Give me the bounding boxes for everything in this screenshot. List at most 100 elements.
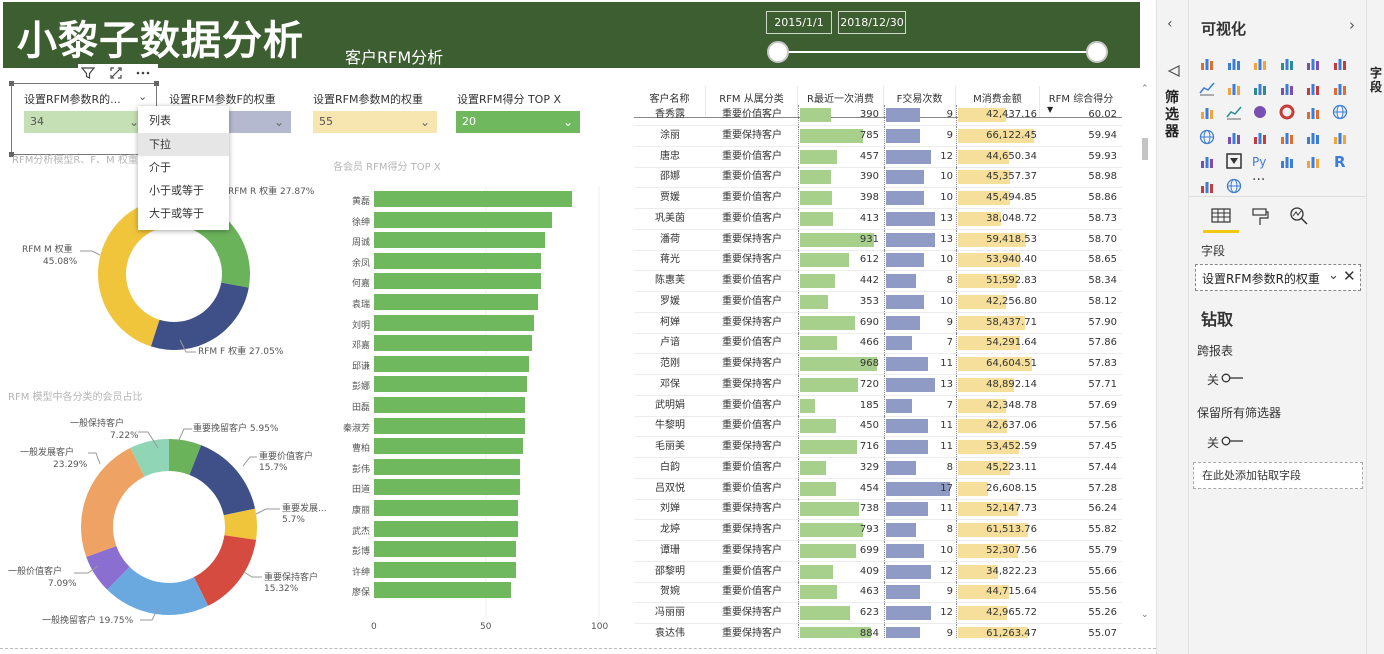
card-visual-icon[interactable]: [1305, 129, 1321, 145]
funnel-visual-icon[interactable]: [1252, 129, 1268, 145]
column-header-category[interactable]: RFM 从属分类: [706, 86, 798, 118]
table-row[interactable]: 邵黎明 重要价值客户 409 12 34,822.23 55.66: [634, 561, 1122, 583]
segment-donut-chart[interactable]: [80, 438, 258, 616]
fields-pane-collapsed[interactable]: 字段: [1366, 0, 1384, 654]
bar-11[interactable]: [374, 397, 525, 413]
clustered-column-visual-icon[interactable]: [1279, 55, 1295, 71]
donut-visual-icon[interactable]: [1279, 104, 1295, 120]
more-visuals-dots[interactable]: ···: [1252, 172, 1266, 188]
table-row[interactable]: 陈惠芙 重要价值客户 442 8 51,592.83 58.34: [634, 271, 1122, 292]
scrollbar-thumb[interactable]: [1142, 138, 1148, 160]
multi-card-visual-icon[interactable]: [1332, 129, 1348, 145]
table-row[interactable]: 涂丽 重要保持客户 785 9 66,122.45 59.94: [634, 125, 1122, 147]
slicer-m-select[interactable]: 55 ⌄: [313, 111, 437, 133]
bar-5[interactable]: [374, 273, 541, 290]
focus-mode-icon[interactable]: [109, 66, 123, 80]
column-header-frequency[interactable]: F交易次数: [884, 86, 956, 118]
python-visual-icon[interactable]: Py: [1252, 153, 1268, 169]
keep-filters-toggle[interactable]: [1221, 436, 1243, 446]
date-range-end-handle[interactable]: [1086, 41, 1108, 63]
table-row[interactable]: 龙婷 重要保持客户 793 8 61,513.76 55.82: [634, 520, 1122, 541]
bar-15[interactable]: [374, 479, 521, 496]
filled-map-visual-icon[interactable]: [1199, 129, 1215, 145]
date-start-input[interactable]: 2015/1/1: [766, 11, 832, 34]
bar-17[interactable]: [374, 520, 518, 537]
menu-item-between[interactable]: 介于: [149, 161, 171, 174]
bar-4[interactable]: [374, 252, 541, 269]
donut-slice-5[interactable]: [107, 566, 209, 615]
line-clustered-visual-icon[interactable]: [1305, 80, 1321, 96]
bar-8[interactable]: [374, 335, 532, 352]
ribbon-visual-icon[interactable]: [1332, 80, 1348, 96]
arcgis-visual-icon[interactable]: [1226, 178, 1242, 194]
scroll-down-icon[interactable]: ⌄: [1141, 610, 1149, 620]
table-row[interactable]: 牛黎明 重要价值客户 450 11 42,637.06 57.56: [634, 416, 1122, 438]
map-visual-icon[interactable]: [1332, 104, 1348, 120]
kpi-visual-icon[interactable]: [1199, 153, 1215, 169]
cross-report-toggle[interactable]: [1221, 373, 1243, 383]
fields-tab-icon[interactable]: [1211, 207, 1231, 225]
table-scrollbar[interactable]: ⌃ ⌄: [1140, 84, 1150, 630]
scatter-visual-icon[interactable]: [1225, 104, 1242, 120]
line-column-visual-icon[interactable]: [1279, 80, 1295, 96]
table-row[interactable]: 潘荷 重要保持客户 931 13 59,418.53 58.70: [634, 229, 1122, 251]
bar-6[interactable]: [374, 294, 539, 310]
date-end-input[interactable]: 2018/12/30: [838, 11, 906, 34]
slicer-visual-icon[interactable]: [1225, 153, 1242, 169]
bar-10[interactable]: [374, 376, 527, 393]
100-column-visual-icon[interactable]: [1332, 55, 1348, 71]
donut-slice-3[interactable]: [223, 508, 257, 540]
line-visual-icon[interactable]: [1199, 80, 1215, 96]
bar-13[interactable]: [374, 438, 523, 455]
column-header-recency[interactable]: R最近一次消费: [798, 86, 884, 118]
area-visual-icon[interactable]: [1226, 80, 1242, 96]
column-header-score[interactable]: RFM 综合得分: [1048, 94, 1114, 105]
chevron-left-icon[interactable]: ‹: [1167, 16, 1173, 32]
table-row[interactable]: 贺婉 重要价值客户 463 9 44,715.64 55.56: [634, 582, 1122, 604]
waterfall-visual-icon[interactable]: [1199, 104, 1215, 120]
100-bar-visual-icon[interactable]: [1305, 55, 1321, 71]
bar-18[interactable]: [374, 541, 516, 558]
table-row[interactable]: 刘婵 重要保持客户 738 11 52,147.73 56.24: [634, 499, 1122, 521]
donut-slice-1[interactable]: [169, 439, 202, 475]
slicer-r-select[interactable]: 34 ⌄: [24, 111, 146, 133]
menu-item-greater-or-equal[interactable]: 大于或等于: [149, 207, 204, 220]
donut-slice-8[interactable]: [130, 439, 169, 477]
table-row[interactable]: 范刚 重要保持客户 968 11 64,604.51 57.83: [634, 354, 1122, 375]
bar-2[interactable]: [374, 211, 552, 228]
slicer-topx-select[interactable]: 20 ⌄: [456, 111, 580, 133]
bar-16[interactable]: [374, 500, 518, 516]
analytics-magnifier-icon[interactable]: [1289, 206, 1309, 226]
table-row[interactable]: 邵娜 重要价值客户 390 10 45,357.37 58.98: [634, 167, 1122, 189]
matrix-visual-icon[interactable]: [1305, 153, 1321, 169]
table-row[interactable]: 贾媛 重要价值客户 398 10 45,494.85 58.86: [634, 188, 1122, 209]
chevron-down-icon[interactable]: ⌄: [1328, 268, 1339, 283]
bar-20[interactable]: [374, 582, 512, 599]
donut-slice-2[interactable]: [150, 282, 249, 350]
donut-slice-4[interactable]: [193, 535, 257, 606]
column-header-name[interactable]: 客户名称: [634, 86, 706, 118]
donut-slice-3[interactable]: [97, 198, 174, 347]
table-row[interactable]: 白韵 重要价值客户 329 8 45,223.11 57.44: [634, 457, 1122, 479]
table-row[interactable]: 冯丽丽 重要保持客户 623 12 42,965.72 55.26: [634, 603, 1122, 624]
bar-19[interactable]: [374, 561, 516, 578]
column-header-monetary[interactable]: M消费金额: [956, 86, 1040, 118]
table-row[interactable]: 袁达伟 重要保持客户 884 9 61,263.47 55.07: [634, 623, 1122, 638]
drillthrough-drop-zone[interactable]: 在此处添加钻取字段: [1193, 462, 1363, 489]
table-row[interactable]: 谭珊 重要保持客户 699 10 52,307.56 55.79: [634, 540, 1122, 562]
bar-7[interactable]: [374, 314, 534, 331]
table-visual-icon[interactable]: [1279, 153, 1295, 169]
shape-map-visual-icon[interactable]: [1226, 129, 1242, 145]
donut-slice-6[interactable]: [86, 545, 130, 590]
r-script-visual-icon[interactable]: R: [1332, 153, 1348, 169]
clustered-bar-visual-icon[interactable]: [1252, 55, 1268, 71]
table-row[interactable]: 唐忠 重要价值客户 457 12 44,650.34 59.93: [634, 146, 1122, 168]
filter-icon[interactable]: [81, 66, 95, 80]
filters-pane-collapsed[interactable]: ‹ 筛选器: [1156, 0, 1188, 654]
bar-3[interactable]: [374, 232, 545, 249]
slicer-f-select[interactable]: ⌄: [220, 111, 291, 133]
table-row[interactable]: 卢谙 重要价值客户 466 7 54,291.64 57.86: [634, 333, 1122, 355]
table-row[interactable]: 武明娟 重要价值客户 185 7 42,348.78 57.69: [634, 395, 1122, 417]
more-options-icon[interactable]: [135, 66, 151, 80]
table-row[interactable]: 罗媛 重要价值客户 353 10 42,256.80 58.12: [634, 291, 1122, 313]
